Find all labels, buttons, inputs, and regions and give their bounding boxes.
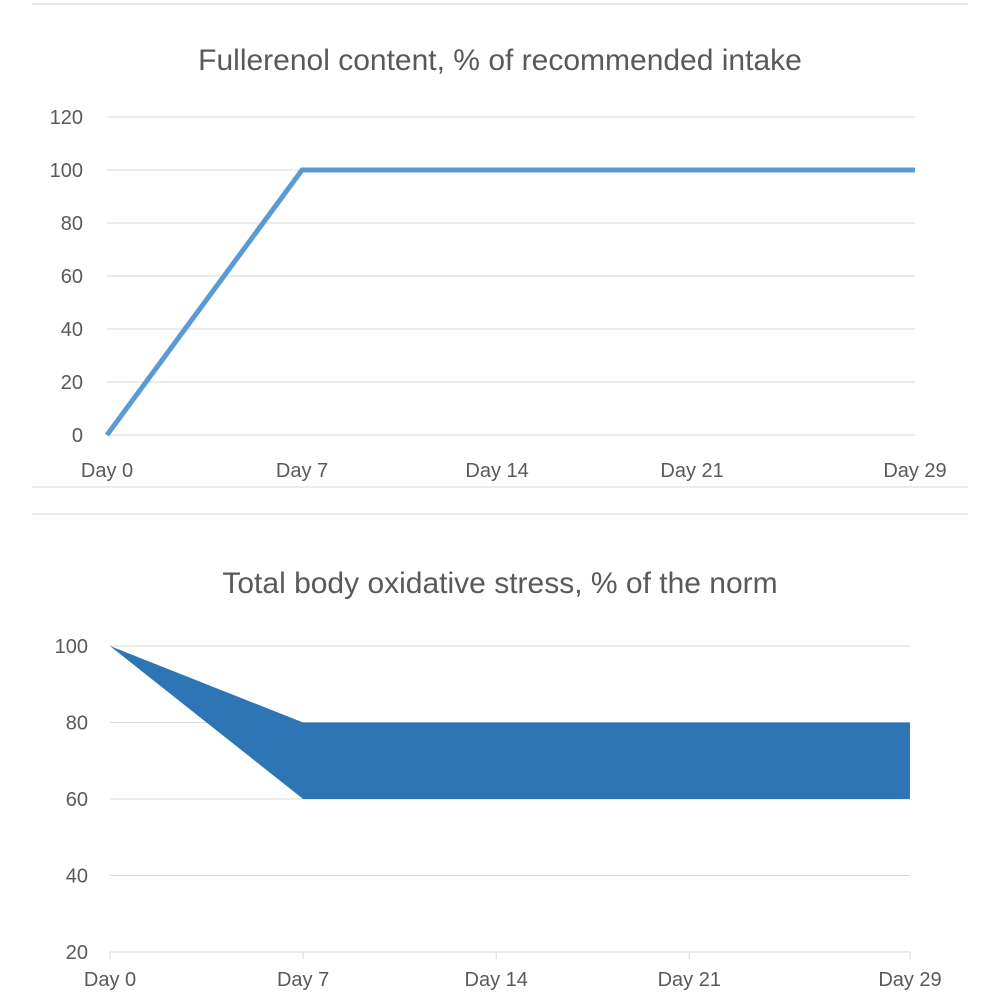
- chart2-x-tick-label: Day 7: [277, 969, 329, 991]
- chart2-y-tick-label: 100: [55, 636, 88, 658]
- chart1-x-tick-label: Day 7: [276, 460, 328, 482]
- chart1-x-tick-label: Day 14: [465, 460, 528, 482]
- chart1-x-tick-labels: Day 0 Day 7 Day 14 Day 21 Day 29: [81, 460, 947, 482]
- chart1-x-tick-label: Day 0: [81, 460, 133, 482]
- chart2-x-tick-label: Day 29: [878, 969, 941, 991]
- chart-oxidative-stress: Total body oxidative stress, % of the no…: [32, 513, 968, 991]
- chart2-area-band: [110, 646, 910, 799]
- chart2-x-tick-label: Day 21: [658, 969, 721, 991]
- chart1-x-tick-label: Day 21: [660, 460, 723, 482]
- chart-fullerenol: Fullerenol content, % of recommended int…: [32, 3, 968, 488]
- chart2-y-tick-label: 80: [66, 713, 88, 735]
- chart1-y-tick-labels: 0 20 40 60 80 100 120: [50, 107, 83, 447]
- chart1-gridlines: [107, 116, 915, 436]
- chart1-y-tick-label: 40: [61, 319, 83, 341]
- chart1-title: Fullerenol content, % of recommended int…: [198, 44, 802, 77]
- chart1-y-tick-label: 60: [61, 266, 83, 288]
- chart2-y-tick-label: 20: [66, 942, 88, 964]
- chart1-y-tick-label: 0: [72, 425, 83, 447]
- chart2-x-tick-label: Day 0: [84, 969, 136, 991]
- chart2-x-tick-labels: Day 0 Day 7 Day 14 Day 21 Day 29: [84, 952, 942, 991]
- chart2-y-tick-label: 40: [66, 866, 88, 888]
- chart2-y-tick-label: 60: [66, 789, 88, 811]
- chart1-y-tick-label: 100: [50, 160, 83, 182]
- chart1-series-line: [104, 167, 915, 437]
- chart2-x-tick-label: Day 14: [465, 969, 528, 991]
- chart1-series: [104, 167, 915, 437]
- chart1-x-tick-label: Day 29: [883, 460, 946, 482]
- chart2-series: [110, 646, 910, 799]
- chart1-y-tick-label: 20: [61, 372, 83, 394]
- chart2-title: Total body oxidative stress, % of the no…: [222, 567, 777, 600]
- chart1-y-tick-label: 120: [50, 107, 83, 129]
- chart1-y-tick-label: 80: [61, 213, 83, 235]
- chart2-y-tick-labels: 20 40 60 80 100: [55, 636, 88, 964]
